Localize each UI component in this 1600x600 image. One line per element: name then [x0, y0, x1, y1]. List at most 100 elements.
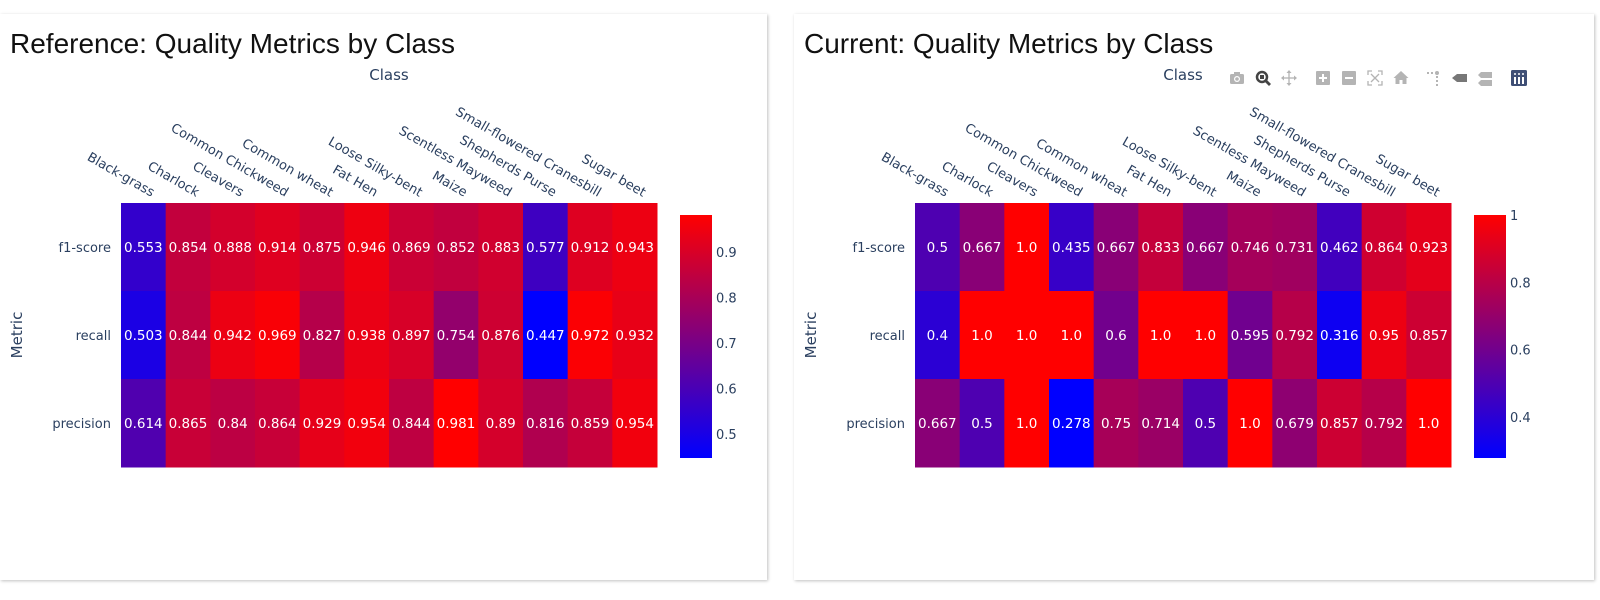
- cell-label: 1.0: [1195, 328, 1216, 344]
- heatmap-cell[interactable]: [478, 291, 524, 380]
- cell-label: 0.84: [218, 416, 248, 432]
- heatmap-cell[interactable]: [1049, 203, 1095, 292]
- heatmap-cell[interactable]: [121, 379, 167, 468]
- cell-label: 0.883: [481, 240, 520, 256]
- heatmap-cell[interactable]: [1406, 203, 1452, 292]
- heatmap-cell[interactable]: [1183, 379, 1229, 468]
- heatmap-cell[interactable]: [1049, 291, 1095, 380]
- heatmap-cell[interactable]: [1093, 379, 1139, 468]
- heatmap-cell[interactable]: [121, 203, 167, 292]
- heatmap-cell[interactable]: [567, 203, 613, 292]
- heatmap-cell[interactable]: [389, 379, 435, 468]
- heatmap-cell[interactable]: [959, 379, 1005, 468]
- heatmap-cell[interactable]: [121, 291, 167, 380]
- cell-label: 0.667: [1097, 240, 1136, 256]
- heatmap-cell[interactable]: [433, 379, 479, 468]
- heatmap-cell[interactable]: [1183, 203, 1229, 292]
- heatmap-cell[interactable]: [915, 203, 961, 292]
- cell-label: 0.5: [927, 240, 948, 256]
- heatmap-cell[interactable]: [612, 291, 658, 380]
- heatmap-cell[interactable]: [478, 379, 524, 468]
- heatmap-cell[interactable]: [1272, 203, 1318, 292]
- cell-label: 0.278: [1052, 416, 1091, 432]
- plotly-logo-icon: [1510, 69, 1528, 87]
- heatmap-cell[interactable]: [1227, 291, 1273, 380]
- heatmap-cell[interactable]: [165, 203, 211, 292]
- heatmap-cell[interactable]: [165, 379, 211, 468]
- heatmap-cell[interactable]: [1004, 203, 1050, 292]
- heatmap-cell[interactable]: [344, 379, 390, 468]
- cell-label: 0.89: [486, 416, 516, 432]
- heatmap-cell[interactable]: [1138, 203, 1184, 292]
- modebar-button-zoom-in[interactable]: [1310, 66, 1336, 90]
- heatmap-cell[interactable]: [1093, 203, 1139, 292]
- heatmap-cell[interactable]: [612, 203, 658, 292]
- heatmap-cell[interactable]: [1227, 203, 1273, 292]
- modebar-button-zoom[interactable]: [1250, 66, 1276, 90]
- heatmap-cell[interactable]: [299, 203, 345, 292]
- cell-label: 0.897: [392, 328, 431, 344]
- heatmap-cell[interactable]: [523, 291, 569, 380]
- heatmap-cell[interactable]: [1138, 379, 1184, 468]
- x-axis-title: Class: [1163, 66, 1203, 84]
- heatmap-cell[interactable]: [523, 203, 569, 292]
- heatmap-cell[interactable]: [255, 379, 301, 468]
- heatmap-cell[interactable]: [567, 379, 613, 468]
- heatmap-cell[interactable]: [1227, 379, 1273, 468]
- heatmap-cell[interactable]: [567, 291, 613, 380]
- heatmap-cell[interactable]: [1049, 379, 1095, 468]
- heatmap-cell[interactable]: [959, 291, 1005, 380]
- heatmap-cell[interactable]: [433, 203, 479, 292]
- heatmap-cell[interactable]: [255, 203, 301, 292]
- heatmap-cell[interactable]: [389, 203, 435, 292]
- heatmap-cell[interactable]: [299, 379, 345, 468]
- heatmap-cell[interactable]: [1004, 379, 1050, 468]
- heatmap-cell[interactable]: [344, 291, 390, 380]
- heatmap-cell[interactable]: [523, 379, 569, 468]
- cell-label: 1.0: [1016, 240, 1037, 256]
- cell-label: 0.816: [526, 416, 565, 432]
- cell-label: 0.746: [1231, 240, 1270, 256]
- heatmap-cell[interactable]: [1183, 291, 1229, 380]
- current-heatmap[interactable]: 0.5 0.667 1.0 0.435 0.667 0.833 0.667 0.746 0.73…: [794, 14, 1594, 580]
- reference-heatmap[interactable]: 0.553 0.854 0.888 0.914 0.875 0.946 0.869 0.852…: [0, 14, 767, 580]
- modebar-button-spike-lines[interactable]: [1420, 66, 1446, 90]
- heatmap-cell[interactable]: [344, 203, 390, 292]
- heatmap-cell[interactable]: [1317, 291, 1363, 380]
- heatmap-cell[interactable]: [433, 291, 479, 380]
- heatmap-cell[interactable]: [210, 203, 256, 292]
- heatmap-cell[interactable]: [915, 379, 961, 468]
- heatmap-cell[interactable]: [1272, 379, 1318, 468]
- heatmap-cell[interactable]: [1004, 291, 1050, 380]
- heatmap-cell[interactable]: [1317, 203, 1363, 292]
- heatmap-cell[interactable]: [478, 203, 524, 292]
- heatmap-cell[interactable]: [255, 291, 301, 380]
- heatmap-cell[interactable]: [210, 291, 256, 380]
- heatmap-cell[interactable]: [1361, 379, 1407, 468]
- heatmap-cell[interactable]: [1406, 379, 1452, 468]
- heatmap-cell[interactable]: [1093, 291, 1139, 380]
- heatmap-cell[interactable]: [165, 291, 211, 380]
- modebar-button-hover-closest[interactable]: [1446, 66, 1472, 90]
- heatmap-cell[interactable]: [915, 291, 961, 380]
- heatmap-cell[interactable]: [1317, 379, 1363, 468]
- heatmap-cell[interactable]: [210, 379, 256, 468]
- modebar-button-zoom-out[interactable]: [1336, 66, 1362, 90]
- modebar-button-home[interactable]: [1388, 66, 1414, 90]
- modebar-button-camera[interactable]: [1224, 66, 1250, 90]
- modebar-button-autoscale[interactable]: [1362, 66, 1388, 90]
- heatmap-cell[interactable]: [1272, 291, 1318, 380]
- cell-label: 0.857: [1409, 328, 1448, 344]
- heatmap-cell[interactable]: [612, 379, 658, 468]
- heatmap-cell[interactable]: [389, 291, 435, 380]
- heatmap-cell[interactable]: [1406, 291, 1452, 380]
- modebar-button-pan[interactable]: [1276, 66, 1302, 90]
- heatmap-cell[interactable]: [959, 203, 1005, 292]
- heatmap-cell[interactable]: [299, 291, 345, 380]
- modebar-button-hover-compare[interactable]: [1472, 66, 1498, 90]
- modebar-button-plotly-logo[interactable]: [1506, 66, 1532, 90]
- heatmap-cell[interactable]: [1361, 291, 1407, 380]
- heatmap-cell[interactable]: [1138, 291, 1184, 380]
- heatmap-cell[interactable]: [1361, 203, 1407, 292]
- hover-closest-icon: [1450, 69, 1468, 87]
